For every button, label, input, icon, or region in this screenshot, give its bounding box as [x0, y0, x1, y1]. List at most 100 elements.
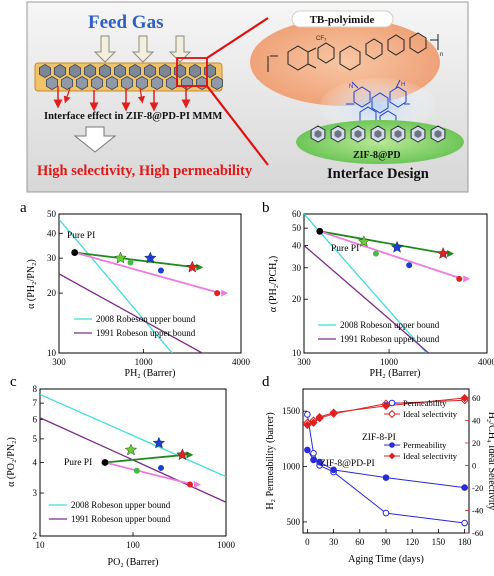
panel-a-pure-label: Pure PI [67, 231, 95, 241]
y-tick-label: 4 [33, 458, 38, 468]
panel-b-ylabel: α (PH₂/PCH₄) [268, 256, 279, 312]
series-marker-circle [310, 456, 317, 464]
result-text: High selectivity, High permeability [37, 163, 253, 179]
x-tick-label: 300 [297, 357, 311, 367]
mmm-membrane [34, 57, 224, 92]
zif-particle-icon [114, 64, 126, 78]
data-point-circle [316, 227, 324, 235]
pd-layer-glow [320, 78, 436, 134]
zif-crystal-core-icon [354, 130, 362, 138]
panel-a-letter: a [20, 200, 27, 216]
x-tick-label: 30 [329, 537, 339, 547]
data-point-star [176, 448, 189, 461]
y-tick-label: 10 [292, 348, 302, 358]
trend-arrowhead-selective [447, 250, 455, 258]
trend-arrowhead-permeable [463, 275, 471, 283]
panel-d-zif8-pi-label: ZIF-8-PI [362, 433, 396, 443]
trend-arrowhead-selective [186, 451, 194, 459]
zif-particle-icon [91, 76, 103, 90]
y-tick-label: 50 [47, 209, 57, 219]
x-tick-label: 100 [126, 540, 140, 550]
x-tick-label: 300 [52, 357, 66, 367]
tb-polyimide-label: TB-polyimide [310, 14, 375, 26]
zif-particles [39, 64, 224, 90]
data-point-circle [133, 467, 140, 474]
panel-b-legend-1991: 1991 Robeson upper bound [340, 334, 440, 344]
y-tick-label-right: -60 [472, 528, 483, 538]
zif-particle-icon [165, 76, 179, 90]
panel-c: 10 100 1000 2 3 4 5 6 7 8 Pure PI 2008 Robeson up… [6, 384, 236, 568]
data-point-star [436, 247, 450, 259]
panel-d: 0 30 60 90 120 150 180 500 1000 1500 -60 -40 -20 0 20 4… [265, 388, 494, 565]
zif-pd-label: ZIF-8@PD [353, 150, 401, 161]
robeson-1991-line [59, 273, 203, 353]
polyimide-structure [267, 32, 439, 72]
panel-a-ylabel: α (PH₂/PN₂) [26, 259, 37, 309]
zif-particle-icon [210, 76, 224, 90]
x-tick-label: 120 [405, 537, 419, 547]
x-tick-label: 1000 [135, 357, 154, 367]
atom-h-label: H [401, 82, 405, 88]
cf3-group-label: CF₃ [316, 36, 327, 42]
y-tick-label: 30 [292, 263, 302, 273]
atom-n-label: N [349, 84, 353, 90]
series-marker-circle [330, 466, 337, 474]
y-tick-label-right: -40 [472, 506, 483, 516]
panel-d-ylabel-left: H₂ Permeability (barrer) [265, 412, 276, 509]
data-point-circle [127, 259, 134, 266]
y-tick-label-right: 0 [472, 461, 476, 471]
interface-effect-text: Interface effect in ZIF-8@PD-PI MMM [44, 111, 222, 122]
panel-c-xlabel: PO₂ (Barrer) [108, 557, 159, 568]
x-tick-label: 1000 [217, 540, 236, 550]
x-tick-label: 90 [382, 537, 392, 547]
zif-particle-icon [46, 76, 58, 90]
panel-a-legend-2008: 2008 Robeson upper bound [96, 314, 196, 324]
zif-particle-icon [203, 64, 217, 78]
series-marker-diamond [303, 420, 312, 430]
y-tick-label-right: -20 [472, 483, 483, 493]
zif-particle-icon [188, 64, 202, 78]
x-tick-label: 4000 [232, 357, 251, 367]
trend-arrowhead-permeable [193, 481, 201, 489]
zif-crystal-core-icon [374, 130, 382, 138]
series-marker-circle [382, 509, 390, 517]
x-tick-label: 4000 [478, 357, 494, 367]
y-tick-label-left: 500 [287, 517, 301, 527]
panel-b-frame [303, 213, 488, 354]
data-point-circle [406, 262, 413, 269]
trend-arrow-selective [319, 230, 447, 255]
robeson-2008-line [304, 214, 428, 353]
robeson-2008-line [40, 393, 226, 478]
legend-sel-filled: Ideal selectivity [403, 451, 458, 461]
panel-d-letter: d [262, 374, 270, 390]
data-point-circle [186, 481, 193, 488]
series-marker-circle [310, 449, 317, 457]
y-tick-label: 20 [292, 294, 302, 304]
zoom-line-top [206, 17, 269, 59]
data-point-circle [214, 290, 221, 297]
legend-perm-filled: Permeability [403, 440, 447, 450]
toc-graphic: Feed Gas Interface effect in ZIF-8@PD-PI… [26, 1, 469, 193]
subscript-n-label: n [440, 52, 443, 58]
trend-arrowhead-selective [196, 263, 204, 271]
panel-c-ylabel: α (PO₂/PN₂) [6, 437, 17, 487]
y-tick-label: 7 [33, 398, 38, 408]
y-tick-label: 40 [292, 240, 302, 250]
y-tick-label: 3 [33, 488, 38, 498]
zif-crystal-core-icon [314, 130, 322, 138]
data-point-circle [157, 267, 164, 274]
legend-sel-open: Ideal selectivity [403, 409, 458, 419]
series-marker-circle [461, 484, 468, 491]
x-tick-label: 1000 [380, 357, 399, 367]
trend-arrow-permeable [74, 251, 221, 295]
panel-b-plot: 300 1000 4000 10 20 30 40 50 60 [292, 209, 494, 367]
panel-d-ylabel-right: H₂/CH₄ Ideal Selectivity [486, 412, 494, 511]
y-tick-label: 2 [33, 531, 38, 541]
series-line [306, 414, 465, 524]
zif-particle-icon [143, 64, 157, 78]
legend-sel-filled-marker [388, 452, 396, 460]
interface-design-text: Interface Design [327, 166, 429, 182]
zif-particle-icon [106, 76, 118, 90]
panel-d-legend: Permeability Ideal selectivity Permeabil… [384, 398, 458, 461]
